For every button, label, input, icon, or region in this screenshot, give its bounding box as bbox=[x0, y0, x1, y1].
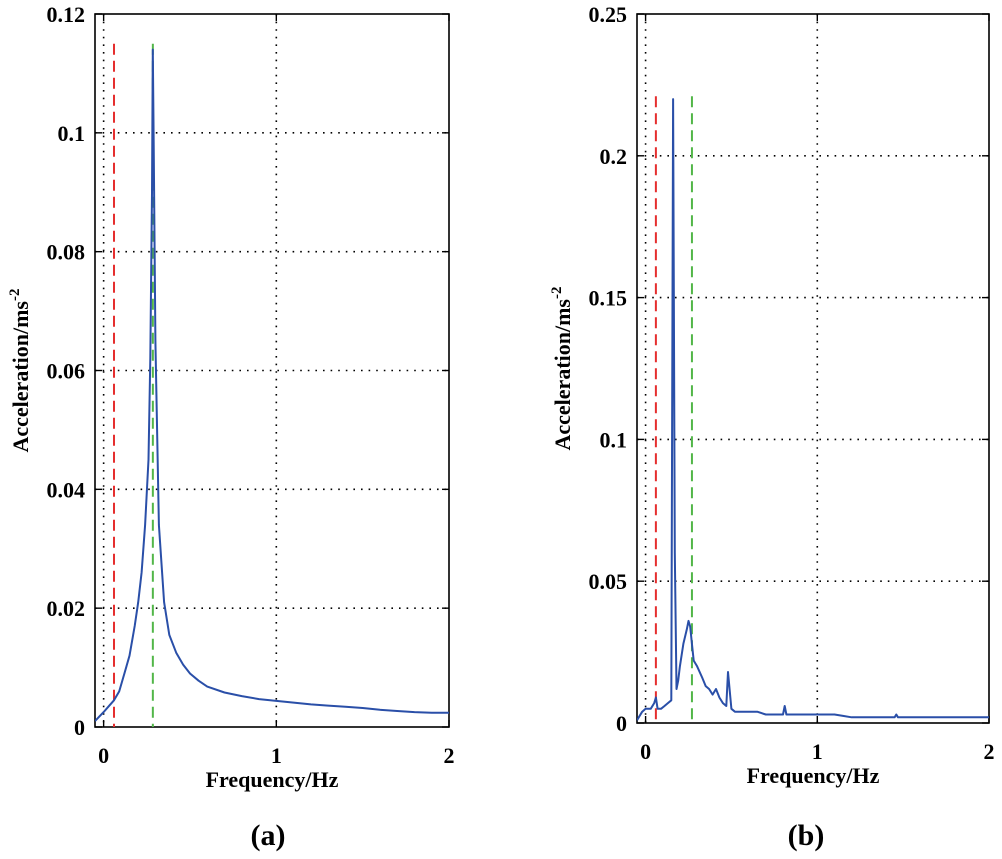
x-tick-label: 1 bbox=[271, 743, 282, 768]
y-axis-label-text: Acceleration/ms bbox=[550, 299, 575, 451]
y-tick-label: 0.25 bbox=[589, 2, 628, 27]
y-tick-label: 0.2 bbox=[600, 144, 628, 169]
y-axis-label-superscript: -2 bbox=[549, 287, 565, 300]
series-line bbox=[95, 48, 449, 722]
panel-caption-b-open: ( bbox=[788, 819, 798, 852]
x-tick-label: 1 bbox=[812, 739, 823, 764]
y-tick-label: 0 bbox=[616, 711, 627, 736]
panel-caption-b: (b) bbox=[788, 819, 825, 852]
x-tick-label: 2 bbox=[444, 743, 455, 768]
y-axis-label-text: Acceleration/ms bbox=[8, 301, 33, 453]
y-tick-label: 0.12 bbox=[47, 2, 86, 27]
y-tick-label: 0.15 bbox=[589, 286, 628, 311]
x-tick-label: 0 bbox=[98, 743, 109, 768]
panel-caption-b-letter: b bbox=[798, 819, 815, 852]
y-axis-label: Acceleration/ms-2 bbox=[7, 289, 33, 453]
y-tick-label: 0.1 bbox=[58, 121, 86, 146]
plot-frame bbox=[94, 13, 450, 728]
y-tick-label: 0.08 bbox=[47, 240, 86, 265]
y-axis-label: Acceleration/ms-2 bbox=[549, 287, 575, 451]
y-tick-label: 0.1 bbox=[600, 427, 628, 452]
plot-frame bbox=[636, 13, 990, 724]
panel-caption-a: (a) bbox=[251, 819, 286, 852]
y-tick-label: 0.04 bbox=[47, 477, 86, 502]
x-axis-label: Frequency/Hz bbox=[206, 767, 339, 792]
chart-panel-a: 0 1 2 0 0.02 0.04 0.06 0.08 0.1 0.12 Frequency/Hz A… bbox=[7, 2, 455, 792]
y-tick-label: 0.02 bbox=[47, 596, 86, 621]
panel-caption-a-letter: a bbox=[261, 819, 276, 852]
x-tick-label: 0 bbox=[640, 739, 651, 764]
panel-caption-a-close: ) bbox=[276, 819, 286, 852]
x-tick-label: 2 bbox=[984, 739, 995, 764]
y-tick-label: 0.05 bbox=[589, 569, 628, 594]
series-line bbox=[637, 98, 989, 721]
chart-panel-b: 0 1 2 0 0.05 0.1 0.15 0.2 0.25 Frequency/Hz Accele… bbox=[549, 2, 995, 788]
x-axis-label: Frequency/Hz bbox=[747, 763, 880, 788]
y-tick-label: 0.06 bbox=[47, 359, 86, 384]
y-axis-label-superscript: -2 bbox=[7, 289, 23, 302]
panel-caption-b-close: ) bbox=[814, 819, 824, 852]
y-tick-label: 0 bbox=[74, 715, 85, 740]
panel-caption-a-open: ( bbox=[251, 819, 261, 852]
